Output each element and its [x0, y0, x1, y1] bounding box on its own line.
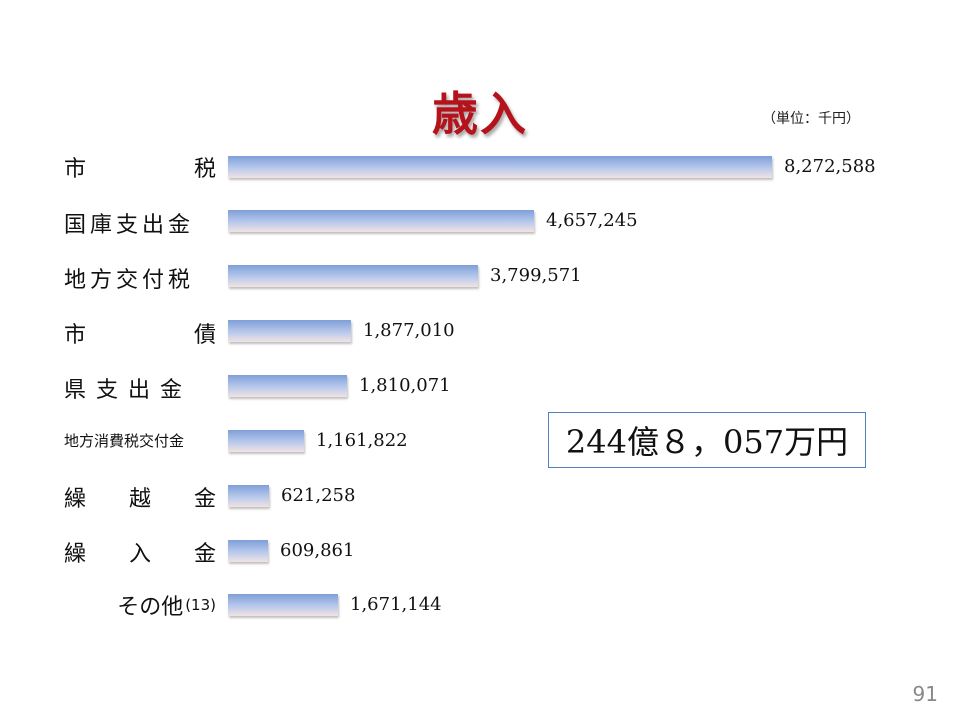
category-label-char: 税	[193, 157, 216, 182]
bar-value-label: 4,657,245	[546, 210, 638, 231]
category-label-char: 金	[193, 487, 216, 512]
category-label-shizei: 市 税	[64, 152, 216, 182]
bar-value-label: 8,272,588	[784, 156, 876, 177]
category-label-char: 入	[128, 542, 151, 567]
category-label-other: その他 (13)	[64, 590, 218, 620]
category-label-kenshishutsu: 県支出金	[64, 373, 216, 403]
bar-4	[228, 375, 347, 397]
page-number: 91	[912, 682, 938, 706]
category-label-char: 繰	[64, 542, 87, 567]
category-label-kurikoshi: 繰 越 金	[64, 482, 216, 512]
category-label-text: 地方交付税	[64, 268, 195, 293]
bar-value-label: 3,799,571	[490, 265, 582, 286]
bar-2	[228, 265, 478, 287]
bar-value-label: 1,671,144	[350, 594, 442, 615]
bar-6	[228, 485, 269, 507]
chart-title: 歳入	[432, 87, 528, 141]
bar-value-label: 621,258	[281, 485, 356, 506]
bar-7	[228, 540, 268, 562]
category-label-text: その他	[117, 595, 184, 620]
category-label-shisai: 市 債	[64, 318, 216, 348]
bar-value-label: 1,810,071	[359, 375, 451, 396]
category-label-char: 越	[128, 487, 151, 512]
category-label-text: 県支出金	[64, 378, 193, 403]
category-label-kokko: 国庫支出金	[64, 208, 216, 238]
category-label-text: 地方消費税交付金	[64, 431, 185, 450]
category-label-kuriire: 繰 入 金	[64, 537, 216, 567]
bar-0	[228, 156, 772, 178]
category-label-char: 繰	[64, 487, 87, 512]
total-value: 244億８，057万円	[565, 423, 849, 461]
unit-label: （単位：千円）	[762, 111, 860, 127]
category-label-char: 金	[193, 542, 216, 567]
bar-1	[228, 210, 534, 232]
bar-value-label: 1,161,822	[316, 430, 408, 451]
bar-value-label: 609,861	[280, 540, 355, 561]
category-label-text: 国庫支出金	[64, 213, 195, 238]
bar-value-label: 1,877,010	[363, 320, 455, 341]
total-box: 244億８，057万円	[548, 412, 866, 468]
bar-8	[228, 594, 338, 616]
bar-3	[228, 320, 351, 342]
category-label-char: 債	[193, 323, 216, 348]
category-label-sub: (13)	[185, 596, 216, 614]
category-label-char: 市	[64, 323, 87, 348]
category-label-kofuzei: 地方交付税	[64, 263, 216, 293]
category-label-char: 市	[64, 157, 87, 182]
category-label-shohizei: 地方消費税交付金	[64, 425, 216, 455]
bar-5	[228, 430, 304, 452]
